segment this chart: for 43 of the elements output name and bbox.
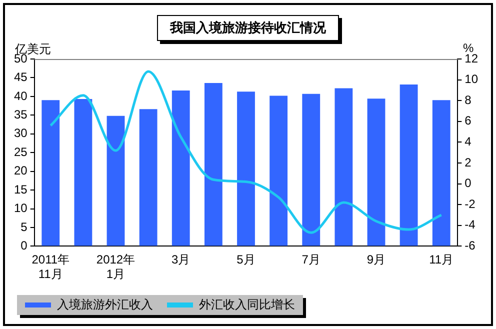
y-tick-label: 45 xyxy=(14,70,28,84)
y2-tick-label: 10 xyxy=(464,72,478,86)
x-tick-label: 5月 xyxy=(236,252,256,267)
bar xyxy=(237,92,255,246)
bar xyxy=(400,84,418,246)
y-tick-label: 0 xyxy=(20,238,28,253)
y2-tick-label: 2 xyxy=(464,155,472,170)
bar xyxy=(432,100,450,246)
x-tick-label: 3月 xyxy=(172,252,190,267)
y-tick-label: 5 xyxy=(20,220,28,234)
y2-tick-label: 4 xyxy=(464,134,472,149)
x-tick-label: 2011年 11月 xyxy=(32,252,70,282)
x-tick-label: 9月 xyxy=(366,252,386,267)
bar xyxy=(74,99,92,246)
legend-label: 外汇收入同比增长 xyxy=(199,297,295,312)
y2-tick-label: 6 xyxy=(464,114,472,128)
y-tick-label: 20 xyxy=(14,164,28,178)
y2-tick-label: -6 xyxy=(464,238,476,253)
bar xyxy=(106,116,125,246)
y2-tick-label: 8 xyxy=(464,92,472,107)
bar xyxy=(270,96,288,246)
x-tick-label: 2012年 1月 xyxy=(96,252,136,282)
y-tick-label: 40 xyxy=(14,88,28,103)
x-tick-label: 7月 xyxy=(302,252,320,267)
bar xyxy=(172,90,190,246)
bar xyxy=(302,94,320,246)
bar xyxy=(334,88,353,246)
bar xyxy=(367,98,386,246)
y-tick-label: 10 xyxy=(14,201,28,216)
y2-tick-label: -2 xyxy=(464,196,476,211)
y-tick-label: 35 xyxy=(14,107,28,122)
bar xyxy=(42,100,60,246)
y2-tick-label: 0 xyxy=(464,176,472,190)
y2-tick-label: -4 xyxy=(464,218,476,232)
y-tick-label: 25 xyxy=(14,144,28,159)
x-tick-label: 11月 xyxy=(429,252,454,267)
y-tick-label: 30 xyxy=(14,126,28,140)
y-tick-label: 15 xyxy=(14,182,28,196)
line-series xyxy=(49,70,443,234)
legend-label: 入境旅游外汇收入 xyxy=(57,297,153,312)
bar xyxy=(139,109,158,246)
chart-title: 我国入境旅游接待收汇情况 xyxy=(157,15,339,41)
bar xyxy=(204,82,222,246)
